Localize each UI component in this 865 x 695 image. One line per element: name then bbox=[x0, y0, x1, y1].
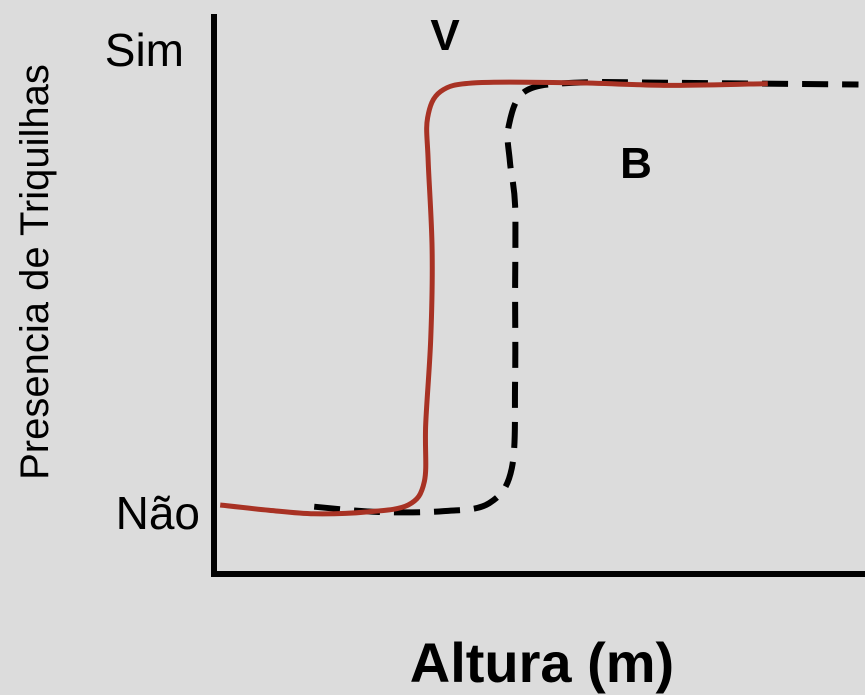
series-label-b: B bbox=[620, 139, 652, 188]
series-line-b bbox=[313, 79, 859, 516]
x-axis-label: Altura (m) bbox=[410, 631, 674, 694]
y-tick-bottom: Não bbox=[116, 487, 200, 539]
series-label-v: V bbox=[430, 11, 460, 60]
y-axis-label: Presencia de Triquilhas bbox=[13, 64, 57, 480]
y-tick-top: Sim bbox=[105, 24, 184, 76]
series-line-v bbox=[219, 79, 768, 517]
plot-lines bbox=[219, 79, 859, 517]
